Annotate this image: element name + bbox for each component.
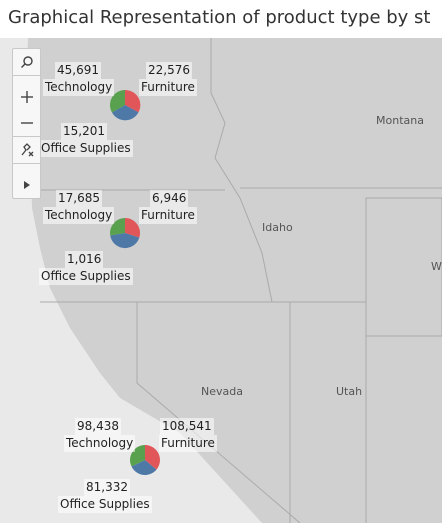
pie-chart[interactable] [109, 89, 141, 121]
furniture-value: 108,541 [160, 418, 214, 435]
search-icon[interactable] [13, 49, 40, 76]
pie-slice-office-supplies[interactable] [131, 460, 157, 475]
office-supplies-label: Office Supplies [39, 140, 133, 157]
state-label-utah: Utah [336, 385, 363, 398]
pie-slice-furniture[interactable] [145, 445, 160, 470]
pie-slice-furniture[interactable] [125, 217, 141, 238]
state-label-nevada: Nevada [201, 385, 243, 398]
furniture-value: 22,576 [146, 62, 192, 79]
office-supplies-value: 1,016 [65, 251, 104, 268]
technology-label: Technology [43, 207, 115, 224]
technology-label: Technology [64, 435, 136, 452]
land-mass [26, 38, 442, 523]
map-toolbar [12, 48, 41, 199]
map-area[interactable]: Montana Idaho Nevada Utah W 45,691 Techn… [0, 38, 442, 523]
wyoming-border [365, 197, 442, 337]
furniture-label: Furniture [139, 207, 197, 224]
plus-icon[interactable] [13, 84, 40, 110]
page-title: Graphical Representation of product type… [8, 7, 431, 28]
furniture-label: Furniture [159, 435, 217, 452]
pie-slice-office-supplies[interactable] [110, 233, 140, 249]
play-icon[interactable] [13, 172, 40, 198]
pie-chart[interactable] [109, 217, 141, 249]
office-supplies-value: 15,201 [61, 123, 107, 140]
office-supplies-value: 81,332 [84, 479, 130, 496]
technology-value: 45,691 [55, 62, 101, 79]
pie-slice-office-supplies[interactable] [112, 105, 139, 121]
pie-slice-furniture[interactable] [125, 89, 141, 113]
state-label-montana: Montana [376, 114, 424, 127]
minus-icon[interactable] [13, 110, 40, 137]
office-supplies-label: Office Supplies [39, 268, 133, 285]
furniture-value: 6,946 [150, 190, 189, 207]
state-label-wyoming: W [431, 260, 442, 273]
technology-label: Technology [43, 79, 115, 96]
nevada-california-border [136, 302, 301, 523]
office-supplies-label: Office Supplies [58, 496, 152, 513]
technology-value: 98,438 [75, 418, 121, 435]
state-label-idaho: Idaho [262, 221, 293, 234]
pie-slice-technology[interactable] [109, 218, 125, 236]
pin-icon[interactable] [13, 137, 40, 164]
technology-value: 17,685 [56, 190, 102, 207]
furniture-label: Furniture [139, 79, 197, 96]
idaho-west-border [210, 38, 273, 303]
